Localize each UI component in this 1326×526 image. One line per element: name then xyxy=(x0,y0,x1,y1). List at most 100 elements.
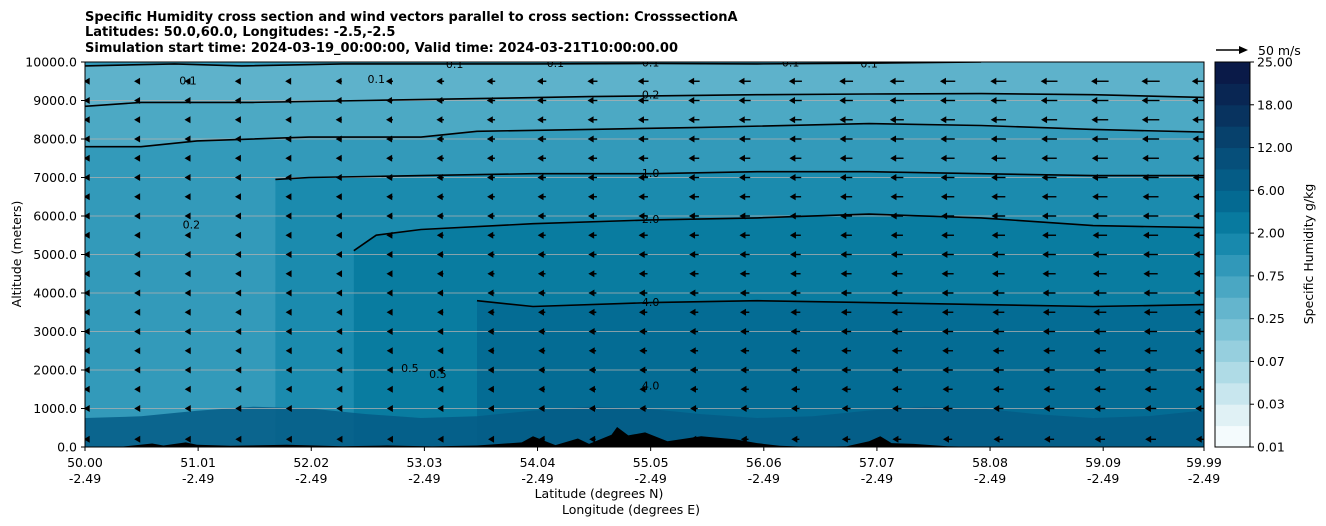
wind-vector xyxy=(538,385,545,393)
wind-vector xyxy=(537,212,546,220)
wind-vector xyxy=(85,174,90,181)
wind-reference-key: 50 m/s xyxy=(1216,43,1301,58)
wind-vector-head xyxy=(689,308,696,316)
wind-vector-head xyxy=(589,405,596,412)
wind-vector xyxy=(689,328,699,335)
x-axis: 50.00-2.4951.01-2.4952.02-2.4953.03-2.49… xyxy=(67,447,1222,486)
wind-vector-head xyxy=(386,270,393,278)
wind-vector-head xyxy=(1143,251,1150,258)
wind-vector xyxy=(991,212,1006,220)
wind-vector-head xyxy=(488,435,495,443)
wind-vector-head xyxy=(537,193,544,201)
wind-vector-head xyxy=(537,289,544,297)
wind-vector-head xyxy=(891,366,898,374)
wind-vector-head xyxy=(134,116,141,124)
wind-vector xyxy=(740,385,749,393)
wind-vector xyxy=(891,308,903,316)
wind-vector-head xyxy=(993,435,1000,443)
wind-vector-head xyxy=(740,405,747,412)
wind-vector xyxy=(487,405,494,412)
wind-vector xyxy=(638,289,648,297)
wind-vector-head xyxy=(638,212,645,220)
wind-vector xyxy=(235,385,242,393)
wind-vector-head xyxy=(841,385,848,393)
wind-vector-head xyxy=(942,405,949,412)
wind-vector-head xyxy=(486,97,493,104)
wind-vector xyxy=(235,328,242,335)
y-tick-label: 4000.0 xyxy=(33,286,77,301)
wind-vector-head xyxy=(941,251,948,258)
wind-vector-head xyxy=(85,212,90,220)
wind-vector-head xyxy=(336,270,343,278)
wind-vector xyxy=(890,154,904,162)
wind-vector-head xyxy=(790,347,797,355)
wind-vector xyxy=(235,289,242,297)
wind-vector-head xyxy=(587,135,594,143)
wind-vector xyxy=(940,116,955,124)
wind-vector-head xyxy=(1192,174,1199,181)
wind-vector-head xyxy=(134,328,141,335)
wind-vector xyxy=(840,251,852,258)
wind-vector-head xyxy=(235,366,242,374)
wind-vector xyxy=(234,135,241,143)
wind-vector xyxy=(1041,135,1057,143)
wind-vector xyxy=(941,251,954,258)
wind-vector-head xyxy=(588,251,595,258)
wind-vector-head xyxy=(638,289,645,297)
wind-vector-head xyxy=(588,328,595,335)
wind-vector-head xyxy=(386,193,393,201)
wind-vector-head xyxy=(184,435,191,443)
wind-vector xyxy=(234,77,241,85)
wind-vector xyxy=(1041,193,1057,201)
wind-vector-head xyxy=(638,174,645,181)
wind-vector-head xyxy=(1193,270,1200,278)
wind-vector xyxy=(1142,135,1160,143)
wind-vector xyxy=(537,193,546,201)
wind-vector-head xyxy=(537,251,544,258)
wind-vector-head xyxy=(335,212,342,220)
wind-vector-head xyxy=(85,405,90,412)
wind-vector-head xyxy=(335,97,342,104)
wind-vector-head xyxy=(538,385,545,393)
wind-vector xyxy=(386,212,393,220)
wind-vector xyxy=(689,385,698,393)
colorbar-segment xyxy=(1215,425,1250,448)
wind-vector xyxy=(790,385,800,393)
wind-vector-head xyxy=(992,270,999,278)
wind-vector-head xyxy=(688,97,695,104)
wind-vector xyxy=(638,270,648,278)
wind-vector xyxy=(688,116,700,124)
colorbar-label: Specific Humidity g/kg xyxy=(1301,184,1316,325)
wind-vector-head xyxy=(637,77,644,85)
wind-vector-head xyxy=(1142,135,1149,143)
wind-vector xyxy=(790,347,801,355)
wind-vector xyxy=(1092,251,1107,258)
wind-vector xyxy=(85,328,90,335)
wind-vector-head xyxy=(1040,77,1047,85)
wind-vector xyxy=(942,435,953,443)
wind-vector xyxy=(184,251,191,258)
wind-vector-head xyxy=(940,193,947,201)
wind-vector-head xyxy=(184,135,191,143)
wind-vector xyxy=(436,193,444,201)
wind-vector xyxy=(336,270,343,278)
wind-vector-head xyxy=(1195,405,1202,412)
wind-vector-head xyxy=(537,154,544,162)
wind-vector-head xyxy=(993,385,1000,393)
wind-vector xyxy=(235,366,242,374)
wind-vector xyxy=(436,251,444,258)
wind-vector-head xyxy=(234,174,241,181)
wind-vector xyxy=(85,135,90,143)
wind-vector xyxy=(538,308,546,316)
wind-vector xyxy=(588,385,596,393)
wind-vector xyxy=(537,97,547,104)
wind-vector-head xyxy=(1193,193,1200,201)
wind-vector xyxy=(587,135,598,143)
wind-vector xyxy=(1195,435,1204,443)
wind-vector xyxy=(689,270,699,278)
wind-vector xyxy=(639,405,647,412)
wind-vector xyxy=(1192,174,1204,181)
wind-vector xyxy=(788,97,802,104)
wind-vector-head xyxy=(589,435,596,443)
wind-vector-head xyxy=(1141,77,1148,85)
